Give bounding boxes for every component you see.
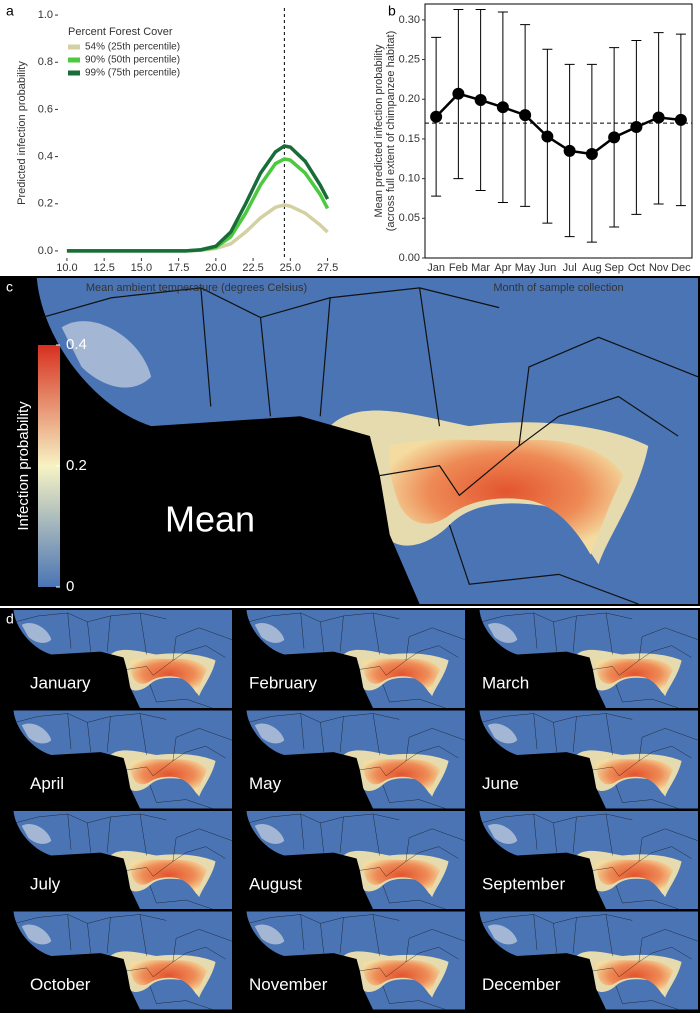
- point: [452, 87, 465, 100]
- month-label: November: [249, 975, 328, 994]
- x-tick-label: Sep: [604, 262, 624, 274]
- month-map: [2, 610, 232, 708]
- point: [496, 101, 509, 114]
- month-label: July: [30, 874, 61, 893]
- x-tick-label: Mar: [471, 262, 490, 274]
- month-map: [2, 911, 232, 1010]
- y-tick-label: 0.25: [399, 53, 420, 65]
- month-map: [235, 911, 465, 1010]
- month-map: [468, 811, 698, 909]
- x-tick-label: 25.0: [280, 262, 301, 274]
- y-tick-label: 0.8: [38, 56, 53, 68]
- legend-entry: 99% (75th percentile): [85, 68, 180, 79]
- month-map: [468, 911, 698, 1010]
- point: [541, 130, 554, 143]
- colorbar-tick-label: 0.4: [66, 336, 87, 353]
- point: [652, 111, 665, 124]
- panel-label: a: [6, 3, 14, 19]
- month-map: [2, 811, 232, 909]
- month-label: August: [249, 874, 302, 893]
- x-axis-label: Mean ambient temperature (degrees Celsiu…: [86, 282, 307, 294]
- month-label: June: [482, 774, 519, 793]
- x-tick-label: 10.0: [56, 262, 77, 274]
- x-tick-label: 12.5: [93, 262, 114, 274]
- point: [519, 109, 532, 122]
- line: [435, 92, 682, 156]
- x-tick-label: 27.5: [317, 262, 338, 274]
- month-label: March: [482, 673, 529, 692]
- month-label: October: [30, 975, 91, 994]
- point: [608, 131, 621, 144]
- x-tick-label: Jan: [427, 262, 445, 274]
- line: [66, 203, 329, 253]
- x-tick-label: Jul: [563, 262, 577, 274]
- month-map: [468, 710, 698, 809]
- point: [630, 121, 643, 134]
- colorbar-tick-label: 0.2: [66, 457, 87, 474]
- x-tick-label: 22.5: [242, 262, 263, 274]
- month-map: [2, 710, 232, 809]
- colorbar-label: Infection probability: [15, 401, 32, 531]
- point: [585, 148, 598, 161]
- x-tick-label: 15.0: [131, 262, 152, 274]
- x-tick-label: Aug: [582, 262, 602, 274]
- month-label: May: [249, 774, 282, 793]
- y-tick-label: 0.10: [399, 173, 420, 185]
- point: [474, 94, 487, 107]
- point: [563, 144, 576, 157]
- month-label: April: [30, 774, 64, 793]
- month-map: [235, 710, 465, 809]
- x-tick-label: Nov: [649, 262, 669, 274]
- month-label: December: [482, 975, 561, 994]
- y-tick-label: 0.05: [399, 212, 420, 224]
- y-axis-label: (across full extent of chimpanzee habita…: [385, 31, 397, 232]
- x-tick-label: Jun: [539, 262, 557, 274]
- y-axis-label: Predicted infection probability: [16, 61, 28, 205]
- y-tick-label: 0.00: [399, 252, 420, 264]
- panel-label: b: [388, 3, 396, 19]
- panel-label: d: [6, 611, 14, 627]
- y-axis-label: Mean predicted infection probability: [373, 44, 385, 218]
- month-label: February: [249, 673, 318, 692]
- x-tick-label: Dec: [671, 262, 691, 274]
- x-tick-label: 17.5: [168, 262, 189, 274]
- y-tick-label: 0.6: [38, 103, 53, 115]
- month-map: [468, 610, 698, 708]
- x-tick-label: May: [515, 262, 536, 274]
- legend-title: Percent Forest Cover: [68, 26, 173, 38]
- y-tick-label: 1.0: [38, 9, 53, 21]
- y-tick-label: 0.4: [38, 150, 53, 162]
- point: [430, 110, 443, 123]
- line: [66, 144, 330, 253]
- mean-map: [2, 278, 698, 604]
- point: [674, 113, 687, 126]
- y-tick-label: 0.2: [38, 198, 53, 210]
- x-axis-label: Month of sample collection: [493, 282, 623, 294]
- colorbar: [38, 345, 60, 587]
- month-map: [235, 610, 465, 708]
- x-tick-label: Apr: [494, 262, 511, 274]
- colorbar-tick-label: 0: [66, 578, 74, 595]
- month-map: [235, 811, 465, 909]
- plot-frame: [424, 3, 693, 259]
- month-label: January: [30, 673, 91, 692]
- y-tick-label: 0.30: [399, 14, 420, 26]
- x-tick-label: Feb: [449, 262, 468, 274]
- legend-entry: 54% (25th percentile): [85, 42, 180, 53]
- y-tick-label: 0.0: [38, 245, 53, 257]
- y-tick-label: 0.20: [399, 93, 420, 105]
- y-tick-label: 0.15: [399, 133, 420, 145]
- month-label: September: [482, 874, 565, 893]
- panel-label: c: [6, 279, 13, 295]
- mean-label: Mean: [165, 499, 255, 540]
- x-tick-label: 20.0: [205, 262, 226, 274]
- legend-entry: 90% (50th percentile): [85, 55, 180, 66]
- x-tick-label: Oct: [628, 262, 645, 274]
